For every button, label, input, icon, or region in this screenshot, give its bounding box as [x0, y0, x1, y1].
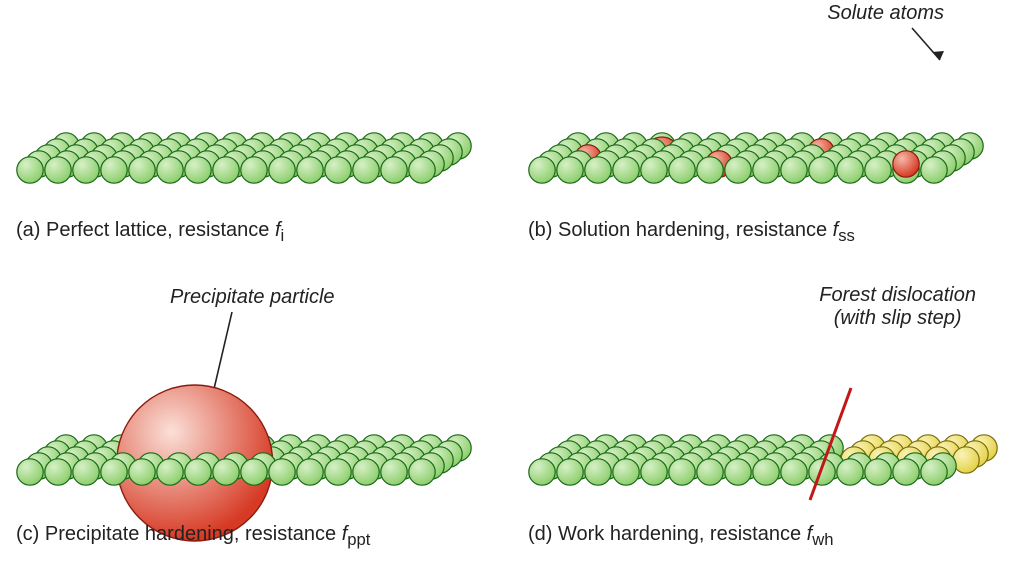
lattice-c: [0, 282, 512, 564]
caption-d-sub: wh: [812, 530, 833, 549]
figure-grid: (a) Perfect lattice, resistance fi Solut…: [0, 0, 1024, 564]
caption-a-sub: i: [281, 226, 285, 245]
caption-a: (a) Perfect lattice, resistance fi: [16, 219, 284, 246]
panel-c: Precipitate particle (c) Precipitate har…: [0, 282, 512, 564]
caption-a-text: (a) Perfect lattice, resistance: [16, 219, 275, 241]
caption-b-text: (b) Solution hardening, resistance: [528, 219, 833, 241]
panel-a: (a) Perfect lattice, resistance fi: [0, 0, 512, 282]
caption-d: (d) Work hardening, resistance fwh: [528, 523, 834, 550]
caption-d-text: (d) Work hardening, resistance: [528, 523, 807, 545]
caption-c-sub: ppt: [347, 530, 370, 549]
lattice-d: [512, 282, 1024, 564]
caption-c-text: (c) Precipitate hardening, resistance: [16, 523, 342, 545]
panel-b: Solute atoms (b) Solution hardening, res…: [512, 0, 1024, 282]
panel-d: Forest dislocation (with slip step) (d) …: [512, 282, 1024, 564]
caption-c: (c) Precipitate hardening, resistance fp…: [16, 523, 370, 550]
caption-b: (b) Solution hardening, resistance fss: [528, 219, 855, 246]
caption-b-sub: ss: [838, 226, 855, 245]
